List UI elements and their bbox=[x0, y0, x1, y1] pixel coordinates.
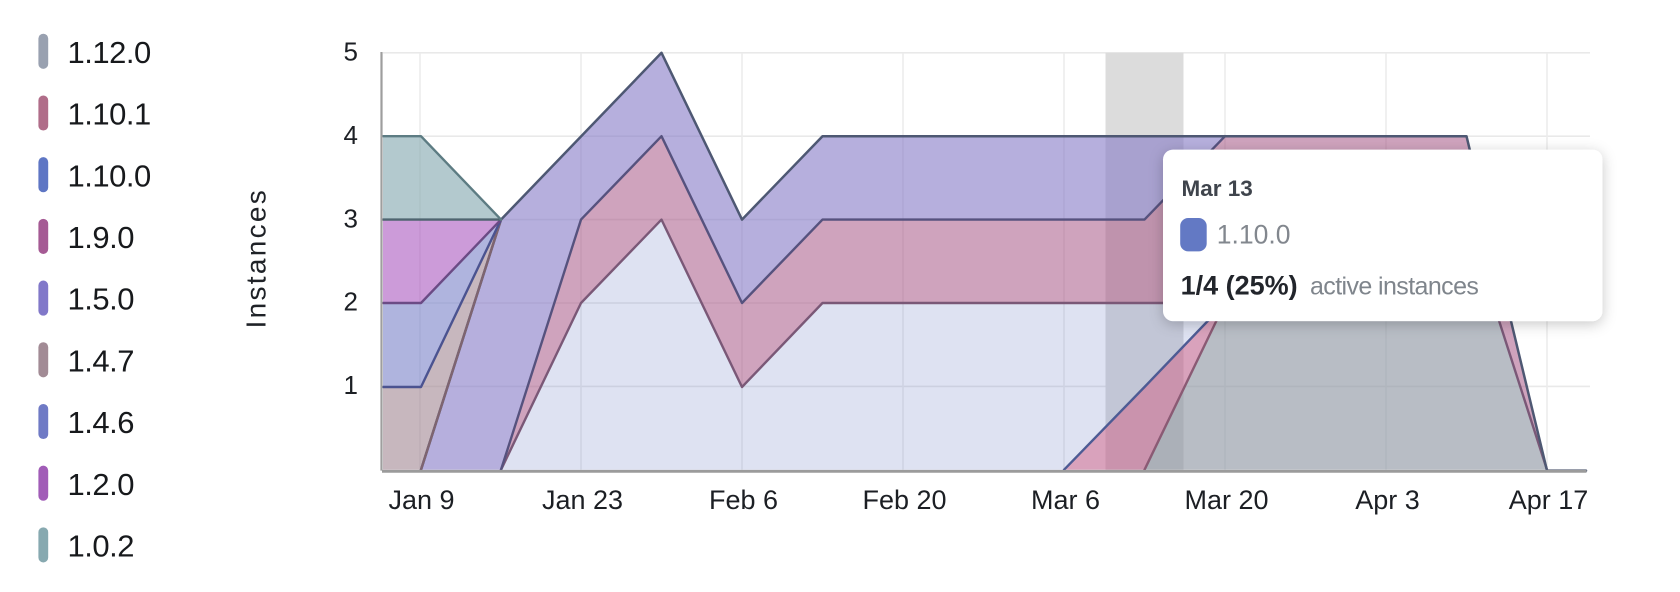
svg-text:1.10.1: 1.10.1 bbox=[68, 97, 151, 132]
svg-text:Mar 13: Mar 13 bbox=[1182, 176, 1253, 201]
svg-text:1.2.0: 1.2.0 bbox=[68, 467, 135, 502]
svg-text:1.10.0: 1.10.0 bbox=[68, 158, 151, 193]
svg-text:1.5.0: 1.5.0 bbox=[68, 282, 135, 317]
svg-text:Mar 20: Mar 20 bbox=[1184, 485, 1268, 515]
svg-text:Apr 3: Apr 3 bbox=[1355, 485, 1420, 515]
svg-text:1.9.0: 1.9.0 bbox=[68, 220, 135, 255]
svg-text:Jan 9: Jan 9 bbox=[388, 485, 454, 515]
svg-text:Instances: Instances bbox=[241, 188, 272, 329]
svg-text:1.4.6: 1.4.6 bbox=[68, 405, 134, 440]
svg-text:Feb 6: Feb 6 bbox=[709, 485, 778, 515]
svg-text:1.10.0: 1.10.0 bbox=[1217, 219, 1291, 249]
svg-text:Jan 23: Jan 23 bbox=[542, 485, 623, 515]
svg-text:Apr 17: Apr 17 bbox=[1509, 485, 1589, 515]
svg-text:1/4 (25%): 1/4 (25%) bbox=[1181, 270, 1298, 300]
svg-text:1: 1 bbox=[344, 370, 358, 400]
svg-text:1.12.0: 1.12.0 bbox=[68, 35, 151, 70]
svg-text:Mar 6: Mar 6 bbox=[1031, 485, 1100, 515]
svg-text:1.4.7: 1.4.7 bbox=[68, 343, 134, 378]
svg-text:Feb 20: Feb 20 bbox=[862, 485, 946, 515]
svg-text:4: 4 bbox=[344, 120, 358, 150]
svg-text:3: 3 bbox=[344, 203, 358, 233]
svg-text:2: 2 bbox=[344, 287, 358, 317]
svg-text:active instances: active instances bbox=[1310, 272, 1478, 300]
svg-text:5: 5 bbox=[344, 37, 358, 67]
svg-text:1.0.2: 1.0.2 bbox=[68, 529, 134, 564]
